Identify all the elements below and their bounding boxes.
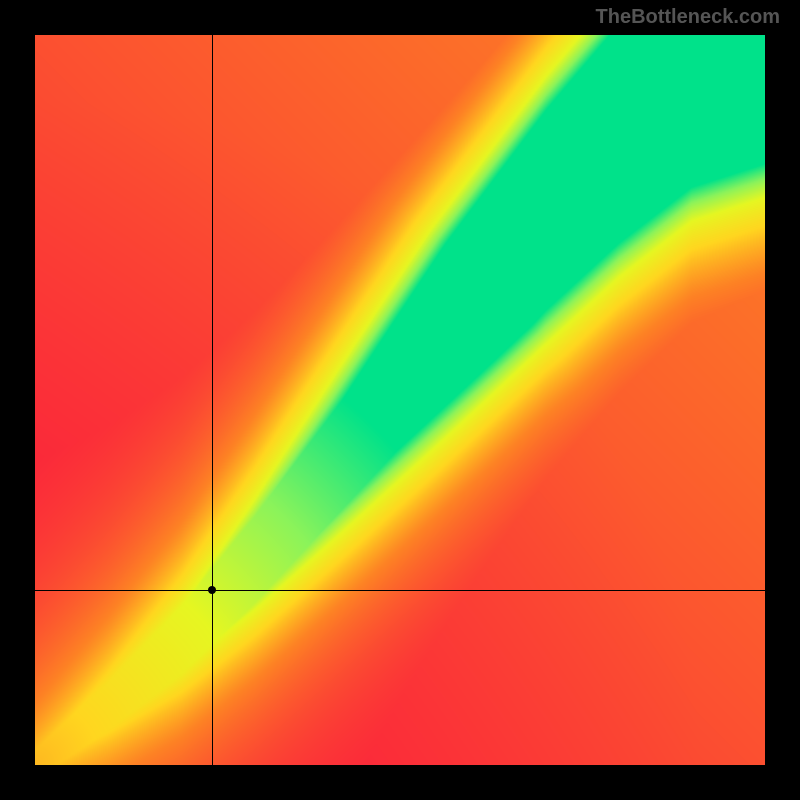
watermark-label: TheBottleneck.com [596, 6, 780, 29]
crosshair-horizontal [35, 590, 765, 591]
chart-container: TheBottleneck.com [0, 0, 800, 800]
plot-area [35, 35, 765, 765]
crosshair-vertical [212, 35, 213, 765]
marker-point [208, 586, 216, 594]
heatmap-canvas [35, 35, 765, 765]
